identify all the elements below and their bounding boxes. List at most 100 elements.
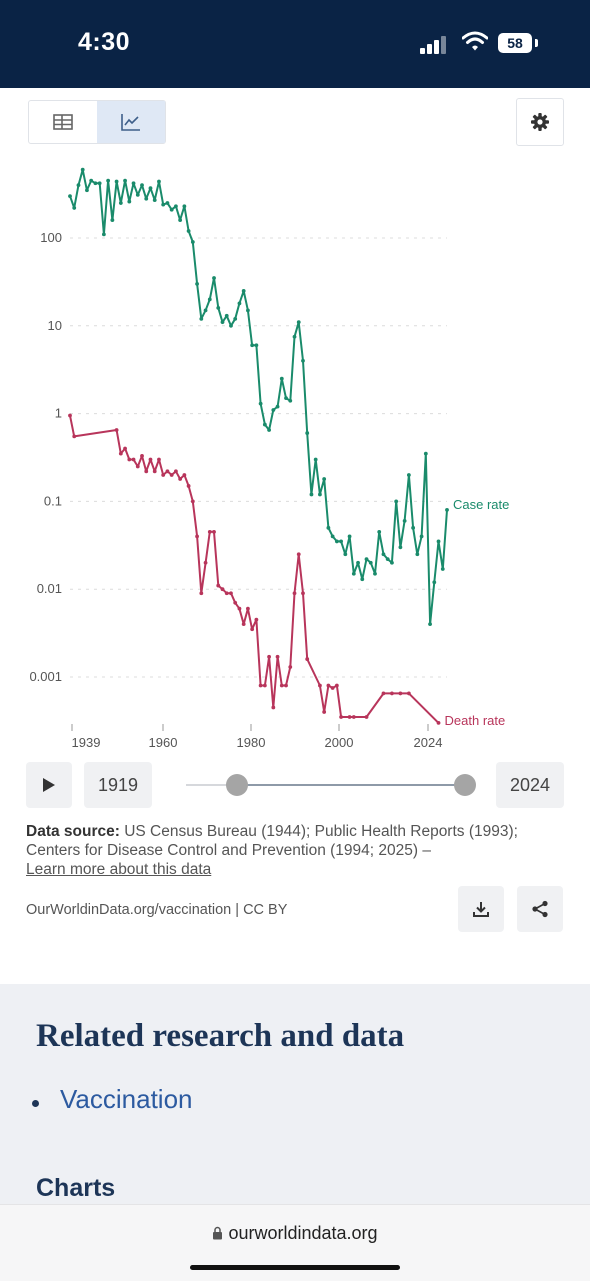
data-point [343,552,348,557]
data-point [144,469,149,474]
data-point [394,499,399,504]
data-point [224,313,229,318]
data-point [445,508,449,512]
start-year-handle[interactable] [226,774,248,796]
data-point [157,179,161,184]
data-point [89,178,94,183]
data-point [322,477,327,481]
data-point [212,276,216,280]
charts-heading: Charts [36,1174,116,1202]
data-point [169,473,174,477]
series-label-death-rate: Death rate [445,713,506,728]
y-tick-label: 0.01 [37,581,62,596]
data-point [152,469,157,474]
share-button[interactable] [517,886,563,932]
data-point [347,715,352,719]
data-point [123,446,127,451]
data-point [216,305,221,310]
download-button[interactable] [458,886,504,932]
data-point [173,469,178,474]
data-point [288,398,293,403]
x-tick-label: 2024 [414,735,443,750]
data-point [339,539,344,544]
settings-button[interactable] [516,98,564,146]
data-point [135,464,140,469]
data-point [237,301,242,306]
data-point [220,320,225,325]
data-point [68,194,72,199]
start-year-box[interactable]: 1919 [84,762,152,808]
data-point [93,181,98,186]
y-tick-label: 100 [40,230,62,245]
data-point [373,571,377,576]
data-point [127,457,132,462]
data-point [118,201,123,205]
data-point [157,457,161,462]
vaccination-link[interactable]: Vaccination [60,1084,193,1114]
end-year-box[interactable]: 2024 [496,762,564,808]
attribution-text[interactable]: OurWorldinData.org/vaccination | CC BY [26,902,288,918]
bullet-dot [32,1100,39,1107]
play-button[interactable] [26,762,72,808]
data-point [237,606,242,611]
data-point [161,202,166,207]
data-point [351,571,356,576]
data-point [246,308,250,313]
data-point [262,422,267,427]
data-point [423,451,428,456]
data-point [305,431,310,435]
data-point [110,218,115,222]
line-chart: 100 10 1 0.1 0.01 0.001 1939 1960 1980 2000 2024 Ca… [29,167,509,750]
data-point [279,683,284,688]
end-year-handle[interactable] [454,774,476,796]
browser-url-bar[interactable]: ourworldindata.org [0,1204,590,1281]
data-point [318,683,322,688]
data-point [436,721,441,725]
data-point [258,401,263,406]
data-point [169,207,174,212]
timeline: 1919 2024 [0,762,590,810]
gear-icon [531,113,549,131]
data-point [381,691,386,696]
data-point [76,183,81,188]
status-time: 4:30 [78,28,131,56]
data-point [313,457,318,462]
related-title: Related research and data [36,1018,405,1054]
data-point [207,529,212,534]
data-point [254,617,259,622]
data-point [135,192,140,197]
wifi-icon [462,31,488,51]
data-point [398,691,403,696]
learn-more-link[interactable]: Learn more about this data [26,861,212,878]
cellular-signal-icon [420,34,446,54]
chart-view-button[interactable] [97,101,165,143]
data-point [250,343,255,348]
data-point [364,715,369,719]
data-point [381,552,386,557]
data-point [123,178,127,183]
battery-icon: 58 [498,33,532,53]
data-point [267,428,271,432]
data-point [182,204,187,209]
data-point [415,552,420,557]
data-point [402,518,407,523]
data-point [398,545,403,550]
data-point [233,316,238,321]
data-source-value: US Census Bureau (1944); Public Health R… [26,823,518,859]
url-text[interactable]: ourworldindata.org [0,1223,590,1244]
download-icon [473,902,489,917]
play-icon [43,778,55,792]
series-label-case-rate: Case rate [453,497,509,512]
data-point [301,591,305,596]
data-point [85,188,89,193]
data-point [406,691,411,696]
data-point [216,583,221,588]
data-point [224,591,229,596]
table-view-button[interactable] [29,101,97,143]
data-point [279,376,284,381]
data-point [267,654,271,659]
data-point [377,529,382,534]
data-point [212,529,216,534]
data-point [182,473,187,477]
x-tick-label: 2000 [325,735,354,750]
